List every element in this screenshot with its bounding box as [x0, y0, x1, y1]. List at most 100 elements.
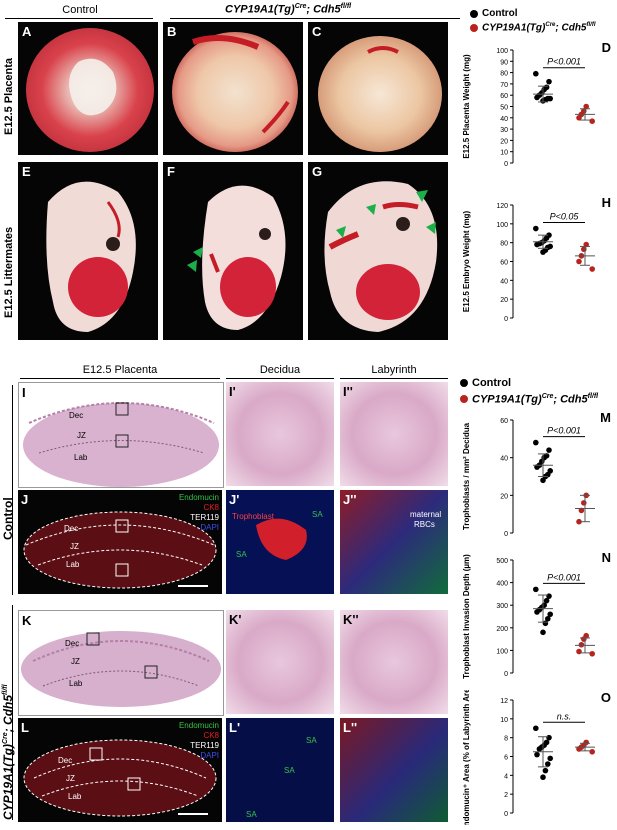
- panel-letter-F: F: [167, 164, 175, 179]
- y-tick-label: 70: [500, 82, 508, 89]
- panel-letter-H: H: [602, 195, 611, 210]
- y-tick-label: 90: [500, 59, 508, 66]
- panel-J-if-control: J Dec JZ Lab Endomucin CK8 TER119 DAPI: [18, 490, 222, 594]
- y-tick-label: 40: [500, 116, 508, 123]
- panel-letter-J: J: [21, 492, 29, 507]
- row-label-littermates: E12.5 Littermates: [3, 226, 15, 318]
- data-point-control: [534, 751, 540, 758]
- legend-mutant-top: CYP19A1(Tg)Cre; Cdh5fl/fl: [470, 22, 595, 33]
- annotation-sa-3: SA: [306, 736, 317, 745]
- annotation-sa-5: SA: [246, 810, 257, 819]
- panel-K2-labyrinth: K'': [340, 610, 448, 714]
- panel-letter-K2: K'': [343, 612, 359, 627]
- data-point-control: [547, 611, 553, 618]
- chart-H: H E12.5 Embryo Weight (mg) 0 20 40 60 80 100 120…: [462, 195, 611, 323]
- region-lab: Lab: [74, 453, 88, 462]
- stain-legend-J: Endomucin CK8 TER119 DAPI: [178, 493, 219, 532]
- panel-letter-J1: J': [229, 492, 240, 507]
- p-value-label: P<0.001: [547, 57, 581, 67]
- y-tick-label: 0: [504, 316, 508, 323]
- region-lab-L: Lab: [68, 792, 82, 801]
- embryo-mutant-image-1: [187, 185, 286, 330]
- chart-O: O Endomucin⁺ Area (% of Labyrinth Area) 0 2…: [462, 690, 611, 825]
- y-tick-label: 200: [496, 626, 508, 633]
- data-point-mutant: [581, 636, 587, 642]
- y-tick-label: 2: [504, 792, 508, 799]
- panel-letter-D: D: [602, 40, 611, 55]
- legend-dot-control: [460, 379, 468, 387]
- section-header-decidua: Decidua: [259, 364, 301, 376]
- data-point-mutant: [589, 650, 595, 657]
- embryo-mutant-image-2: [324, 181, 438, 332]
- region-lab-K: Lab: [69, 679, 83, 688]
- data-point-control: [540, 774, 546, 781]
- annotation-sa-4: SA: [284, 766, 295, 775]
- legend-mutant-bottom: CYP19A1(Tg)Cre; Cdh5fl/fl: [460, 393, 598, 406]
- p-value-label: P<0.001: [547, 572, 581, 582]
- annotation-rbcs: RBCs: [414, 520, 435, 529]
- legend-control-bottom: Control: [460, 377, 511, 389]
- y-tick-label: 20: [500, 297, 508, 304]
- data-point-control: [533, 586, 539, 593]
- arrowhead-icon: [193, 247, 203, 258]
- y-tick-label: 50: [500, 105, 508, 112]
- section-header-decidua-rule: [226, 378, 334, 379]
- data-point-control: [533, 70, 539, 77]
- p-value-label: P<0.05: [550, 212, 580, 222]
- header-mutant: CYP19A1(Tg)Cre; Cdh5fl/fl: [225, 3, 352, 16]
- data-point-control: [534, 609, 540, 615]
- placenta-mutant-image-2: [318, 36, 442, 152]
- y-tick-label: 6: [504, 755, 508, 762]
- region-dec-L: Dec: [58, 756, 73, 765]
- y-tick-label: 0: [504, 671, 508, 678]
- header-mutant-rule: [170, 18, 460, 19]
- placenta-mutant-image-1: [172, 32, 298, 152]
- region-dec: Dec: [69, 411, 84, 420]
- arrowhead-icon: [187, 260, 197, 272]
- p-value-label: n.s.: [557, 711, 572, 721]
- header-control: Control: [62, 4, 98, 16]
- panel-letter-E: E: [22, 164, 31, 179]
- panel-I1-decidua: I': [226, 382, 334, 486]
- panel-F-embryo-mutant: F: [163, 162, 303, 340]
- data-point-control: [540, 629, 546, 636]
- legend-control-top: Control: [470, 8, 518, 19]
- panel-I2-labyrinth: I'': [340, 382, 448, 486]
- panel-L-if-mutant: L Dec JZ Lab Endomucin CK8 TER119 DAPI: [18, 718, 222, 822]
- section-header-labyrinth-rule: [340, 378, 448, 379]
- data-point-control: [547, 755, 553, 762]
- panel-I-he-control: I Dec JZ Lab: [18, 382, 224, 488]
- section-header-placenta: E12.5 Placenta: [82, 364, 158, 376]
- y-tick-label: 120: [496, 203, 508, 210]
- embryo-control-image: [46, 181, 136, 332]
- chart-D: D E12.5 Placenta Weight (mg) 0 10 20 30 40 50 60…: [462, 40, 611, 168]
- chart-M: M Trophoblasts / mm² Decidua 0 20 40 60 P<0.00…: [462, 410, 611, 538]
- y-tick-label: 20: [500, 138, 508, 145]
- y-tick-label: 60: [500, 93, 508, 100]
- y-tick-label: 100: [496, 648, 508, 655]
- y-tick-label: 400: [496, 581, 508, 588]
- data-point-mutant: [589, 266, 595, 272]
- region-lab-J: Lab: [66, 560, 80, 569]
- data-point-control: [534, 94, 540, 101]
- panel-A-placenta-control: A: [18, 22, 158, 155]
- y-axis-label: Trophoblast Invasion Depth (µm): [462, 554, 471, 679]
- panel-letter-L: L: [21, 720, 29, 735]
- region-jz-K: JZ: [71, 657, 80, 666]
- y-tick-label: 0: [504, 161, 508, 168]
- region-dec-J: Dec: [64, 524, 79, 533]
- legend-dot-mutant: [460, 395, 468, 404]
- data-point-mutant: [589, 118, 595, 124]
- y-tick-label: 10: [500, 150, 508, 157]
- data-point-control: [533, 439, 539, 446]
- annotation-sa-1: SA: [312, 510, 323, 519]
- panel-letter-L2: L'': [343, 720, 358, 735]
- data-point-control: [540, 249, 546, 255]
- row-label-placenta: E12.5 Placenta: [3, 57, 15, 135]
- row-rule-control: [12, 385, 13, 595]
- panel-letter-K: K: [22, 613, 32, 628]
- panel-letter-L1: L': [229, 720, 241, 735]
- header-control-rule: [5, 18, 153, 19]
- panel-letter-I: I: [22, 385, 26, 400]
- panel-letter-M: M: [600, 410, 611, 425]
